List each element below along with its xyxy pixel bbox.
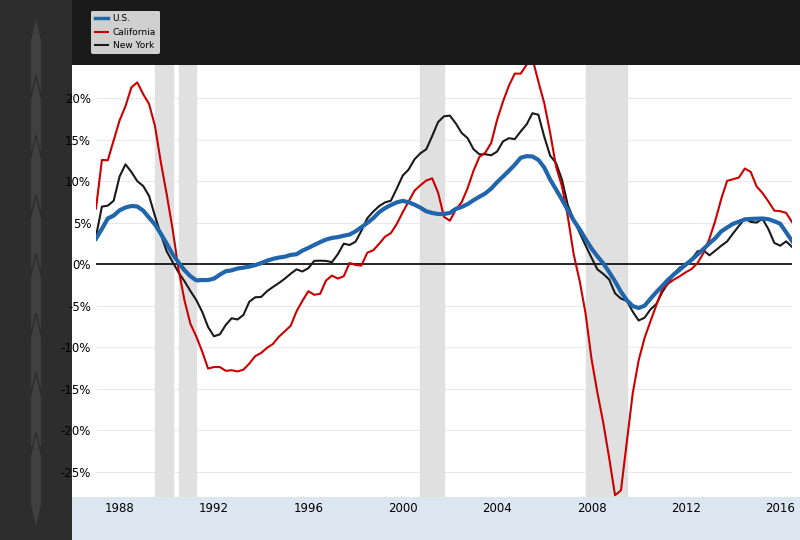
Bar xyxy=(178,65,196,497)
New York xyxy=(238,312,248,318)
California xyxy=(498,98,508,105)
California xyxy=(604,455,614,461)
New York xyxy=(91,233,101,240)
U.S. xyxy=(91,235,101,242)
New York xyxy=(504,135,514,141)
Line: U.S.: U.S. xyxy=(96,156,792,308)
U.S. xyxy=(498,173,508,180)
Line: New York: New York xyxy=(96,113,792,336)
California xyxy=(528,56,538,62)
Line: California: California xyxy=(96,59,792,495)
California xyxy=(610,492,620,498)
New York xyxy=(787,244,797,250)
U.S. xyxy=(233,265,242,272)
U.S. xyxy=(522,153,531,159)
U.S. xyxy=(634,305,643,311)
New York xyxy=(663,280,673,286)
New York xyxy=(209,333,218,340)
California xyxy=(787,219,797,225)
Legend: U.S., California, New York: U.S., California, New York xyxy=(91,11,160,54)
Bar xyxy=(586,65,627,497)
New York xyxy=(528,110,538,117)
California xyxy=(233,368,242,375)
U.S. xyxy=(604,269,614,275)
California xyxy=(91,205,101,212)
Bar xyxy=(155,65,173,497)
Bar xyxy=(421,65,444,497)
U.S. xyxy=(663,276,673,283)
New York xyxy=(610,290,620,296)
U.S. xyxy=(698,246,708,252)
U.S. xyxy=(787,238,797,244)
U.S. xyxy=(310,242,319,248)
California xyxy=(663,280,673,287)
New York xyxy=(698,247,708,254)
California xyxy=(310,292,319,298)
California xyxy=(698,249,708,256)
New York xyxy=(315,258,325,264)
